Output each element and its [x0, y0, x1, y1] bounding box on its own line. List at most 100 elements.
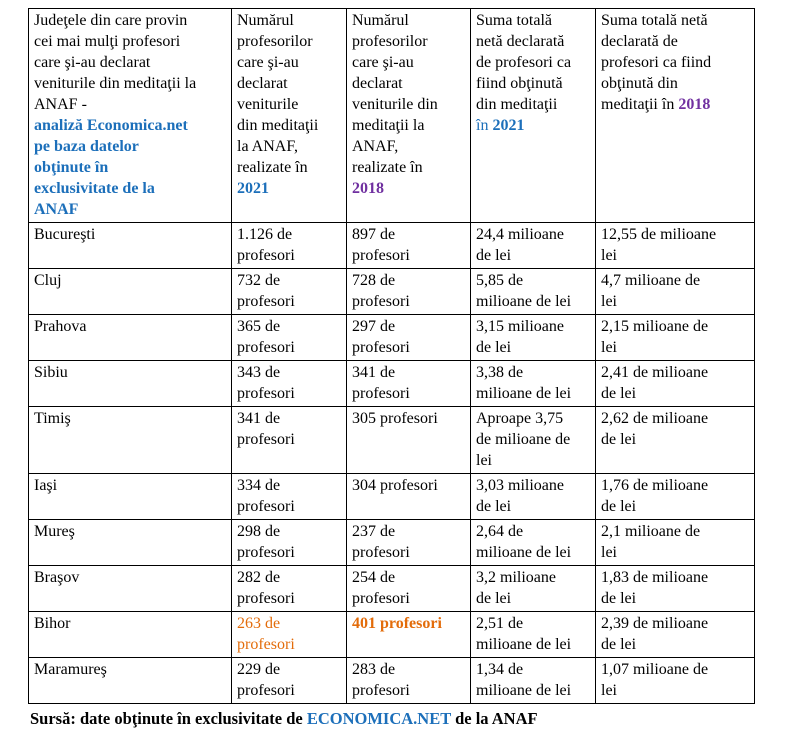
cell-sum-2018: 1,07 milioane de lei [595, 657, 755, 704]
text-segment: 3,38 de milioane de lei [476, 364, 572, 402]
table-row: Bihor 263 de profesori 401 profesori 2,51 d… [28, 611, 755, 658]
text-segment: 24,4 milioane de lei [476, 226, 564, 264]
cell-county: Prahova [28, 314, 232, 361]
text-segment: 728 de profesori [352, 272, 410, 310]
text-segment: 343 de profesori [237, 364, 295, 402]
source-line: Sursă: date obţinute în exclusivitate de… [30, 709, 788, 729]
professors-income-table: Judeţele din care provin cei mai mulţi p… [28, 8, 755, 704]
text-segment: Judeţele din care provin cei mai mulţi p… [34, 12, 197, 113]
text-segment: Sibiu [34, 364, 68, 381]
text-segment: 2021 [492, 117, 525, 134]
cell-sum-2018: 12,55 de milioane lei [595, 222, 755, 269]
text-segment: 3,03 milioane de lei [476, 477, 564, 515]
text-segment: 897 de profesori [352, 226, 410, 264]
table-row: Maramureş 229 de profesori 283 de profesor… [28, 657, 755, 704]
cell-sum-2018: 4,7 milioane de lei [595, 268, 755, 315]
cell-count-2018: 897 de profesori [346, 222, 471, 269]
text-segment: 297 de profesori [352, 318, 410, 356]
cell-count-2018: 304 profesori [346, 473, 471, 520]
cell-count-2021: 1.126 de profesori [231, 222, 347, 269]
text-segment: Suma totală netă declarată de profesori … [476, 12, 572, 113]
text-segment: 341 de profesori [237, 410, 295, 448]
cell-count-2021: 341 de profesori [231, 406, 347, 474]
text-segment: Bucureşti [34, 226, 96, 243]
cell-sum-2021: 3,03 milioane de lei [470, 473, 596, 520]
cell-county: Sibiu [28, 360, 232, 407]
text-segment: 237 de profesori [352, 523, 410, 561]
text-segment: de la ANAF [450, 709, 538, 728]
text-segment: 2,39 de milioane de lei [601, 615, 709, 653]
text-segment: 365 de profesori [237, 318, 295, 356]
text-segment: 1,76 de milioane de lei [601, 477, 709, 515]
text-segment: 283 de profesori [352, 661, 410, 699]
text-segment: Numărul profesorilor care şi-au declarat… [352, 12, 438, 176]
page: Judeţele din care provin cei mai mulţi p… [0, 8, 788, 741]
text-segment: Iaşi [34, 477, 58, 494]
column-header-sum-2021: Suma totală netă declarată de profesori … [470, 8, 596, 223]
cell-count-2021: 263 de profesori [231, 611, 347, 658]
cell-sum-2021: 5,85 de milioane de lei [470, 268, 596, 315]
text-segment: 1.126 de profesori [237, 226, 295, 264]
text-segment: 12,55 de milioane lei [601, 226, 717, 264]
economica-net-link[interactable]: ECONOMICA.NET [306, 709, 451, 728]
cell-count-2021: 343 de profesori [231, 360, 347, 407]
table-row: Mureş 298 de profesori 237 de profesori 2,6… [28, 519, 755, 566]
cell-count-2021: 365 de profesori [231, 314, 347, 361]
text-segment: 2,64 de milioane de lei [476, 523, 572, 561]
cell-count-2021: 732 de profesori [231, 268, 347, 315]
table-header: Judeţele din care provin cei mai mulţi p… [28, 8, 755, 223]
text-segment: Suma totală netă declarată de profesori … [601, 12, 712, 113]
cell-sum-2021: Aproape 3,75 de milioane de lei [470, 406, 596, 474]
table-row: Braşov 282 de profesori 254 de profesori 3,… [28, 565, 755, 612]
cell-sum-2018: 1,83 de milioane de lei [595, 565, 755, 612]
text-segment: 2,41 de milioane de lei [601, 364, 709, 402]
cell-county: Cluj [28, 268, 232, 315]
text-segment: 254 de profesori [352, 569, 410, 607]
text-segment: 2,15 milioane de lei [601, 318, 709, 356]
cell-county: Braşov [28, 565, 232, 612]
text-segment: Aproape 3,75 de milioane de lei [476, 410, 571, 469]
text-segment: Timiş [34, 410, 71, 427]
cell-sum-2021: 24,4 milioane de lei [470, 222, 596, 269]
cell-county: Mureş [28, 519, 232, 566]
table-header-row: Judeţele din care provin cei mai mulţi p… [28, 8, 755, 223]
cell-count-2021: 282 de profesori [231, 565, 347, 612]
text-segment: Braşov [34, 569, 80, 586]
text-segment: 2018 [352, 180, 384, 197]
cell-sum-2018: 2,62 de milioane de lei [595, 406, 755, 474]
cell-count-2018: 237 de profesori [346, 519, 471, 566]
table-row: Prahova 365 de profesori 297 de profesori 3… [28, 314, 755, 361]
text-segment: 282 de profesori [237, 569, 295, 607]
cell-sum-2021: 3,2 milioane de lei [470, 565, 596, 612]
table-row: Bucureşti 1.126 de profesori 897 de profes… [28, 222, 755, 269]
cell-county: Maramureş [28, 657, 232, 704]
cell-county: Bihor [28, 611, 232, 658]
cell-sum-2018: 1,76 de milioane de lei [595, 473, 755, 520]
cell-sum-2021: 3,15 milioane de lei [470, 314, 596, 361]
text-segment: 1,07 milioane de lei [601, 661, 709, 699]
text-segment: 3,15 milioane de lei [476, 318, 564, 356]
column-header-sum-2018: Suma totală netă declarată de profesori … [595, 8, 755, 223]
text-segment: 5,85 de milioane de lei [476, 272, 572, 310]
cell-count-2021: 334 de profesori [231, 473, 347, 520]
text-segment: 732 de profesori [237, 272, 295, 310]
table-row: Iaşi 334 de profesori 304 profesori 3,03 mi… [28, 473, 755, 520]
text-segment: Numărul profesorilor care şi-au declarat… [237, 12, 319, 176]
text-segment: 1,34 de milioane de lei [476, 661, 572, 699]
text-segment: Mureş [34, 523, 75, 540]
text-segment: Bihor [34, 615, 71, 632]
text-segment: Cluj [34, 272, 62, 289]
cell-sum-2021: 3,38 de milioane de lei [470, 360, 596, 407]
cell-count-2018: 728 de profesori [346, 268, 471, 315]
cell-count-2021: 298 de profesori [231, 519, 347, 566]
cell-sum-2018: 2,41 de milioane de lei [595, 360, 755, 407]
cell-sum-2018: 2,1 milioane de lei [595, 519, 755, 566]
cell-count-2018: 305 profesori [346, 406, 471, 474]
cell-sum-2021: 2,51 de milioane de lei [470, 611, 596, 658]
text-segment: 2,62 de milioane de lei [601, 410, 709, 448]
text-segment: Sursă: date obţinute în exclusivitate de [30, 709, 307, 728]
cell-sum-2021: 1,34 de milioane de lei [470, 657, 596, 704]
cell-count-2018: 297 de profesori [346, 314, 471, 361]
text-segment: 401 profesori [352, 615, 442, 632]
text-segment: 229 de profesori [237, 661, 295, 699]
